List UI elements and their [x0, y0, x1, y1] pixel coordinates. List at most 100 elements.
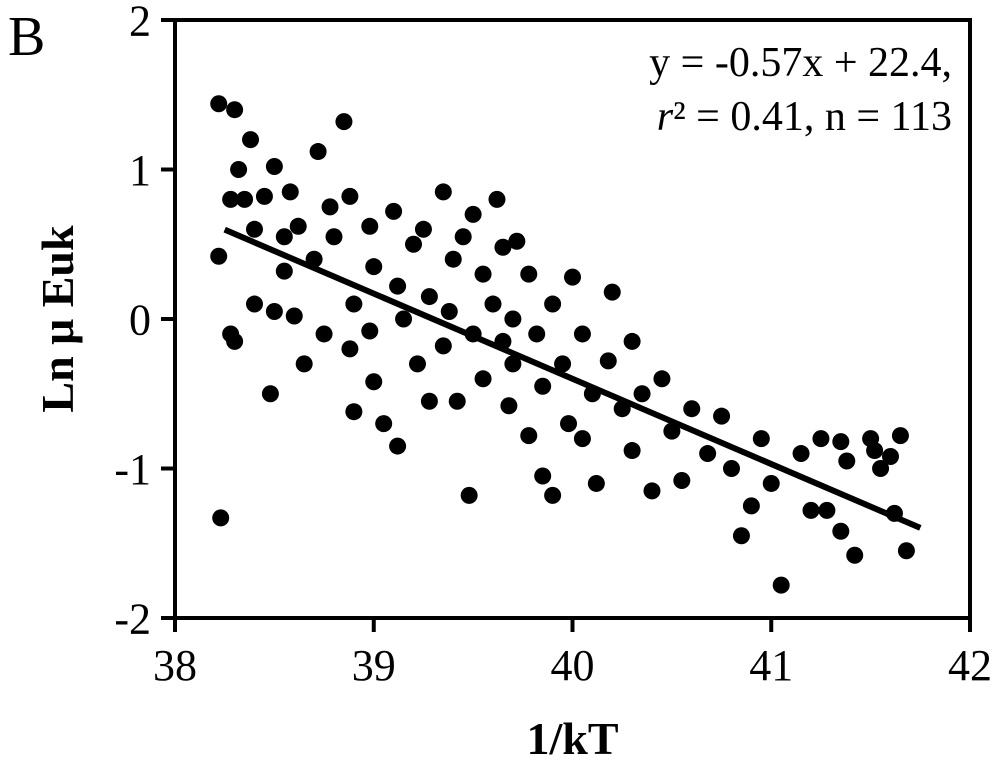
data-point — [435, 183, 452, 200]
x-tick-label: 40 — [551, 641, 595, 690]
data-point — [653, 370, 670, 387]
y-tick-label: 1 — [129, 146, 151, 195]
data-point — [455, 228, 472, 245]
data-point — [528, 325, 545, 342]
data-point — [276, 228, 293, 245]
y-tick-label: 0 — [129, 295, 151, 344]
data-point — [266, 303, 283, 320]
data-point — [564, 269, 581, 286]
data-point — [763, 475, 780, 492]
scatter-chart-panel: 3839404142-2-10121/kTLn μ EukBy = -0.57x… — [0, 0, 1000, 783]
data-point — [322, 198, 339, 215]
data-point — [296, 355, 313, 372]
y-axis-label: Ln μ Euk — [32, 225, 83, 413]
data-point — [246, 221, 263, 238]
x-axis-label: 1/kT — [526, 713, 618, 764]
y-tick-label: -1 — [114, 445, 151, 494]
data-point — [574, 430, 591, 447]
data-point — [644, 482, 661, 499]
data-point — [793, 445, 810, 462]
data-point — [210, 248, 227, 265]
data-point — [743, 497, 760, 514]
data-point — [230, 161, 247, 178]
data-point — [365, 258, 382, 275]
data-point — [345, 403, 362, 420]
data-point — [892, 427, 909, 444]
data-point — [409, 355, 426, 372]
data-point — [475, 370, 492, 387]
data-point — [361, 218, 378, 235]
data-point — [485, 296, 502, 313]
data-point — [520, 266, 537, 283]
y-tick-label: 2 — [129, 0, 151, 45]
data-point — [266, 158, 283, 175]
data-point — [389, 278, 406, 295]
data-point — [256, 188, 273, 205]
x-tick-label: 41 — [749, 641, 793, 690]
data-point — [445, 251, 462, 268]
data-point — [803, 502, 820, 519]
data-point — [421, 288, 438, 305]
data-point — [385, 203, 402, 220]
data-point — [588, 475, 605, 492]
data-point — [560, 415, 577, 432]
data-point — [898, 542, 915, 559]
data-point — [818, 502, 835, 519]
data-point — [282, 183, 299, 200]
data-point — [699, 445, 716, 462]
data-point — [534, 378, 551, 395]
data-point — [812, 430, 829, 447]
data-point — [341, 188, 358, 205]
data-point — [389, 438, 406, 455]
data-point — [262, 385, 279, 402]
data-point — [236, 191, 253, 208]
data-point — [435, 337, 452, 354]
data-point — [604, 284, 621, 301]
data-point — [290, 218, 307, 235]
data-point — [375, 415, 392, 432]
data-point — [326, 228, 343, 245]
data-point — [461, 487, 478, 504]
data-point — [226, 101, 243, 118]
data-point — [405, 236, 422, 253]
scatter-chart-svg: 3839404142-2-10121/kTLn μ EukBy = -0.57x… — [0, 0, 1000, 783]
data-point — [415, 221, 432, 238]
data-point — [832, 433, 849, 450]
regression-equation: y = -0.57x + 22.4, — [649, 40, 952, 86]
data-point — [449, 393, 466, 410]
data-point — [475, 266, 492, 283]
data-point — [316, 325, 333, 342]
data-point — [866, 442, 883, 459]
data-point — [713, 408, 730, 425]
data-point — [441, 303, 458, 320]
data-point — [212, 509, 229, 526]
data-point — [624, 442, 641, 459]
data-point — [634, 385, 651, 402]
x-tick-label: 39 — [352, 641, 396, 690]
data-point — [488, 191, 505, 208]
data-point — [421, 393, 438, 410]
data-point — [544, 487, 561, 504]
data-point — [673, 472, 690, 489]
data-point — [361, 322, 378, 339]
data-point — [832, 523, 849, 540]
data-point — [276, 263, 293, 280]
data-point — [683, 400, 700, 417]
data-point — [544, 296, 561, 313]
data-point — [753, 430, 770, 447]
data-point — [723, 460, 740, 477]
data-point — [395, 311, 412, 328]
data-point — [310, 143, 327, 160]
data-point — [624, 333, 641, 350]
regression-stats: r² = 0.41, n = 113 — [657, 94, 952, 140]
data-point — [210, 95, 227, 112]
data-point — [365, 373, 382, 390]
x-tick-label: 38 — [153, 641, 197, 690]
data-point — [600, 352, 617, 369]
data-point — [465, 206, 482, 223]
data-point — [534, 467, 551, 484]
y-tick-label: -2 — [114, 594, 151, 643]
data-point — [508, 233, 525, 250]
data-point — [773, 577, 790, 594]
data-point — [500, 397, 517, 414]
